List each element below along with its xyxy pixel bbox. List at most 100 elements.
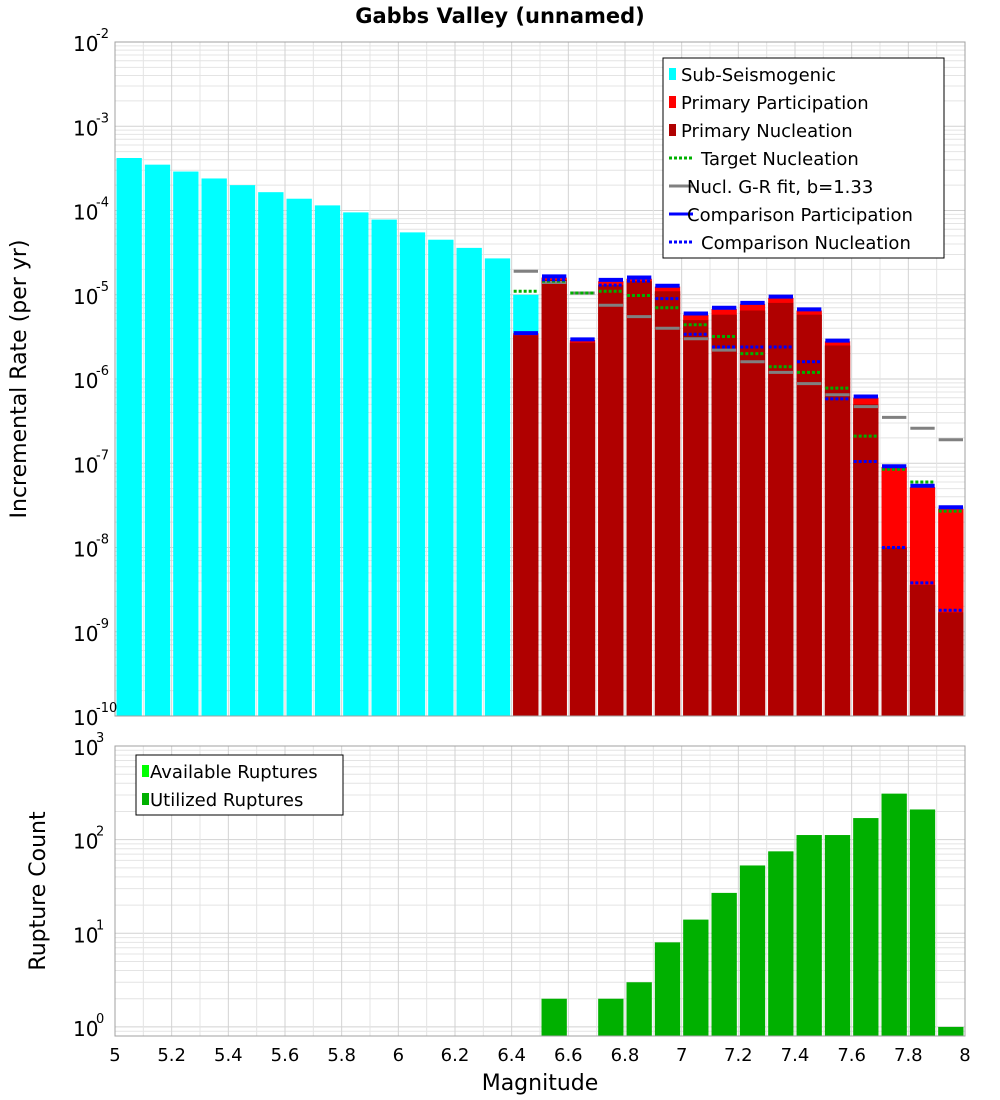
legend-label: Available Ruptures	[150, 762, 318, 783]
top-y-tick-base: 10	[73, 622, 98, 646]
primary-nucleation-series	[513, 279, 964, 716]
top-y-tick-exp: -6	[96, 364, 109, 379]
primary-nucleation-bar	[824, 345, 851, 716]
primary-nucleation-bar	[796, 314, 822, 716]
top-legend-item: Comparison Participation	[669, 205, 913, 226]
top-y-tick-exp: -3	[96, 111, 109, 126]
comparison-nucleation-series	[542, 278, 963, 612]
sub-seismogenic-bar	[201, 178, 227, 716]
primary-nucleation-bar	[654, 291, 681, 716]
bottom-legend-box	[135, 754, 344, 816]
primary-nucleation-bar	[598, 285, 624, 716]
bottom-y-tick-base: 10	[73, 736, 98, 760]
utilized-ruptures-bar	[853, 818, 879, 1036]
primary-nucleation-bar	[513, 335, 539, 716]
sub-seismogenic-bar	[314, 205, 341, 716]
utilized-ruptures-bar	[683, 919, 709, 1036]
top-legend-item: Target Nucleation	[669, 149, 859, 170]
x-tick-label: 7.8	[894, 1045, 923, 1066]
top-y-tick-exp: -10	[96, 701, 117, 716]
sub-seismogenic-bar	[484, 258, 511, 716]
primary-nucleation-bar	[739, 310, 766, 716]
legend-label: Utilized Ruptures	[150, 790, 303, 811]
bottom-y-tick-base: 10	[73, 1017, 98, 1041]
primary-nucleation-bar	[683, 320, 709, 716]
top-y-tick-base: 10	[73, 116, 98, 140]
bottom-y-tick-base: 10	[73, 923, 98, 947]
x-tick-label: 8	[959, 1045, 970, 1066]
primary-nucleation-bar	[711, 314, 737, 716]
bottom-y-tick-label: 103	[73, 731, 104, 760]
utilized-ruptures-bar	[909, 809, 936, 1036]
x-tick-label: 7.4	[781, 1045, 810, 1066]
legend-label: Primary Participation	[681, 93, 869, 114]
x-tick-label: 5.2	[157, 1045, 186, 1066]
x-tick-label: 7.6	[837, 1045, 866, 1066]
utilized-ruptures-bar	[541, 998, 567, 1036]
utilized-ruptures-bar	[654, 942, 681, 1036]
x-tick-label: 6.4	[497, 1045, 526, 1066]
top-y-tick-exp: -9	[96, 617, 109, 632]
top-y-tick-label: 10-7	[73, 448, 109, 477]
bottom-y-tick-label: 102	[73, 825, 104, 854]
x-tick-label: 6.8	[611, 1045, 640, 1066]
utilized-ruptures-bar	[626, 982, 652, 1036]
sub-seismogenic-bar	[116, 157, 142, 717]
utilized-ruptures-bar	[824, 835, 851, 1036]
utilized-ruptures-series	[541, 793, 964, 1036]
primary-nucleation-bar	[909, 584, 936, 716]
legend-label: Comparison Participation	[687, 205, 913, 226]
sub-seismogenic-bar	[456, 247, 482, 716]
chart-title: Gabbs Valley (unnamed)	[355, 4, 645, 28]
top-y-axis-title: Incremental Rate (per yr)	[7, 240, 32, 519]
top-y-tick-label: 10-6	[73, 364, 109, 393]
sub-seismogenic-bar	[229, 185, 256, 716]
primary-nucleation-bar	[569, 342, 596, 716]
x-tick-label: 5.4	[214, 1045, 243, 1066]
top-plot-border	[114, 41, 966, 717]
sub-seismogenic-bar	[371, 219, 397, 716]
top-y-tick-label: 10-2	[73, 27, 109, 56]
bottom-y-tick-exp: 1	[96, 918, 104, 933]
legend-swatch	[669, 124, 676, 136]
utilized-ruptures-bar	[711, 892, 737, 1036]
bottom-y-tick-label: 100	[73, 1012, 104, 1041]
top-y-tick-labels: 10-210-310-410-510-610-710-810-910-10	[73, 27, 117, 730]
bottom-legend: Available Ruptures Utilized Ruptures	[135, 754, 344, 816]
top-y-tick-base: 10	[73, 32, 98, 56]
legend-label: Primary Nucleation	[681, 121, 853, 142]
x-tick-label: 7	[676, 1045, 687, 1066]
top-y-tick-exp: -4	[96, 196, 109, 211]
sub-seismogenic-bar	[428, 239, 454, 716]
x-tick-labels: 5 5.2 5.4 5.6 5.8 6 6.2 6.4 6.6 6.8 7 7.2 7.4 7.6 7.8 8	[109, 1045, 970, 1066]
top-legend-item: Nucl. G-R fit, b=1.33	[669, 177, 873, 198]
x-tick-label: 7.2	[724, 1045, 753, 1066]
bottom-y-tick-label: 101	[73, 918, 104, 947]
utilized-ruptures-bar	[796, 835, 822, 1036]
primary-nucleation-bar	[541, 279, 567, 716]
bottom-y-tick-exp: 3	[96, 731, 104, 746]
x-tick-label: 6.2	[441, 1045, 470, 1066]
top-legend: Sub-Seismogenic Primary Participation Prim…	[662, 57, 945, 259]
top-y-tick-exp: -7	[96, 448, 109, 463]
top-y-tick-label: 10-3	[73, 111, 109, 140]
utilized-ruptures-bar	[881, 793, 907, 1036]
x-tick-label: 5.6	[271, 1045, 300, 1066]
sub-seismogenic-bar	[144, 164, 171, 717]
x-tick-label: 6	[393, 1045, 404, 1066]
top-y-tick-base: 10	[73, 706, 98, 730]
legend-swatch	[142, 793, 149, 805]
legend-swatch	[669, 68, 676, 80]
top-y-tick-base: 10	[73, 201, 98, 225]
top-legend-item: Primary Participation	[669, 93, 869, 114]
bottom-y-tick-exp: 2	[96, 825, 104, 840]
x-axis-title: Magnitude	[482, 1071, 599, 1096]
bottom-plot-border	[114, 745, 966, 1037]
bottom-y-tick-base: 10	[73, 830, 98, 854]
top-y-tick-label: 10-9	[73, 617, 109, 646]
x-tick-label: 6.6	[554, 1045, 583, 1066]
sub-seismogenic-bar	[173, 171, 199, 716]
sub-seismogenic-bar	[286, 198, 312, 716]
legend-label: Nucl. G-R fit, b=1.33	[687, 177, 873, 198]
